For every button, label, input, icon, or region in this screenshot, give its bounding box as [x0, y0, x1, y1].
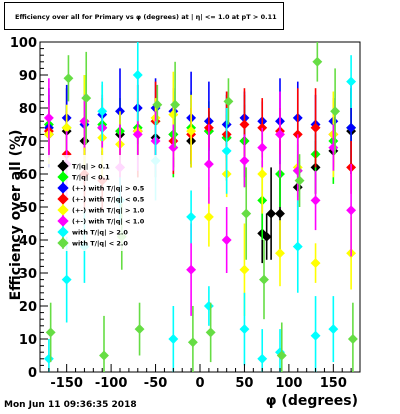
data-point: [203, 159, 214, 170]
y-tick-label: 10: [19, 333, 37, 348]
data-point: [328, 324, 339, 335]
y-tick-label: 50: [19, 201, 37, 216]
y-tick-label: 40: [19, 234, 37, 249]
axes: -150 -100 -50 0 50 100 150 0 10 20 30 40 50 60 70 80 90 1…: [10, 36, 361, 391]
series-layer: [43, 42, 358, 372]
y-tick-label: 0: [28, 366, 37, 381]
x-tick-label: -150: [50, 376, 83, 391]
data-point: [257, 142, 268, 153]
data-point: [134, 324, 145, 335]
data-point: [259, 274, 269, 285]
data-point: [257, 169, 268, 179]
legend-label: with T/|q| > 2.0: [72, 229, 128, 238]
data-point: [221, 145, 232, 156]
legend: T/|q| > 0.1 T/|q| < 0.1 (+-) with T/|q| > …: [44, 155, 162, 251]
legend-label: with T/|q| < 2.0: [72, 240, 128, 249]
legend-label: (+-) with T/|q| < 0.5: [72, 196, 145, 205]
x-tick-label: 100: [275, 376, 302, 391]
data-point: [63, 73, 74, 84]
data-point: [276, 350, 287, 361]
data-point: [310, 258, 321, 269]
data-point: [346, 205, 357, 216]
data-point: [97, 106, 108, 117]
data-point: [205, 327, 216, 338]
data-point: [347, 334, 358, 344]
data-point: [221, 235, 232, 245]
data-point: [275, 208, 285, 219]
data-point: [310, 330, 321, 341]
data-point: [266, 208, 277, 219]
data-point: [239, 155, 250, 166]
data-point: [275, 129, 285, 140]
legend-label: T/|q| > 0.1: [72, 163, 110, 172]
title-box: Efficiency over all for Primary vs φ (de…: [4, 2, 284, 30]
chart-title: Efficiency over all for Primary vs φ (de…: [15, 13, 277, 21]
x-tick-label: 150: [320, 376, 347, 391]
data-point: [239, 119, 250, 130]
data-point: [241, 208, 252, 219]
data-point: [310, 195, 321, 206]
data-point: [292, 241, 303, 252]
legend-label: (+-) with T/|q| > 0.5: [72, 185, 145, 194]
y-tick-label: 70: [19, 135, 37, 150]
data-point: [170, 99, 181, 110]
data-point: [239, 324, 250, 335]
x-tick-label: -50: [144, 376, 168, 391]
y-tick-label: 30: [19, 267, 37, 282]
data-point: [61, 122, 72, 133]
y-tick-label: 100: [10, 36, 37, 51]
data-point: [168, 334, 179, 344]
data-point: [43, 112, 54, 123]
data-point: [239, 264, 250, 275]
data-point: [275, 248, 285, 259]
legend-label: T/|q| < 0.1: [72, 174, 110, 183]
y-axis-title: Efficiency over all (%): [8, 130, 24, 301]
legend-label: (+-) with T/|q| < 1.0: [72, 218, 145, 227]
data-point: [223, 96, 234, 107]
legend-label: (+-) with T/|q| > 1.0: [72, 207, 145, 216]
data-point: [261, 231, 272, 242]
y-tick-label: 60: [19, 168, 37, 183]
data-point: [257, 353, 268, 364]
x-axis-title: φ (degrees): [266, 393, 358, 409]
data-point: [132, 70, 143, 80]
data-point: [203, 211, 214, 222]
timestamp-footer: Mon Jun 11 09:36:35 2018: [4, 400, 137, 410]
x-tick-label: -100: [95, 376, 128, 391]
data-point: [294, 175, 305, 186]
y-tick-label: 20: [19, 300, 37, 315]
data-point: [186, 264, 197, 275]
data-point: [132, 129, 143, 140]
data-point: [81, 93, 92, 104]
x-tick-label: 50: [235, 376, 253, 391]
data-point: [187, 337, 198, 348]
y-tick-label: 80: [19, 102, 37, 117]
data-point: [186, 211, 197, 222]
data-point: [152, 99, 163, 110]
x-tick-label: 0: [195, 376, 204, 391]
y-tick-label: 90: [19, 69, 37, 84]
